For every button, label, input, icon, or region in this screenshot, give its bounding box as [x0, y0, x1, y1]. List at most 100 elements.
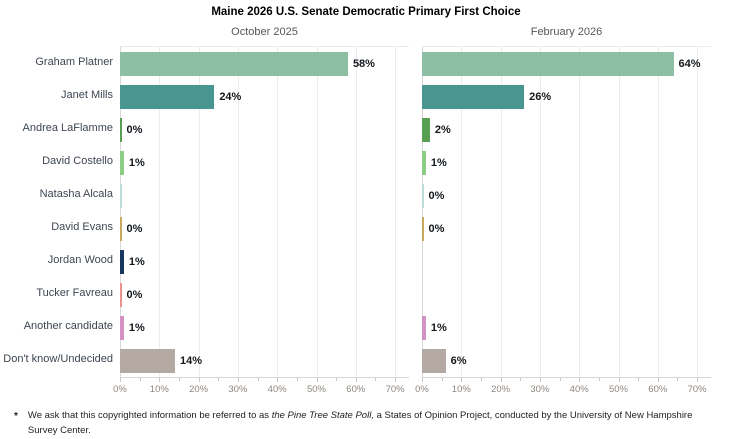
category-label-david-costello: David Costello: [42, 155, 113, 167]
axis-tick: [257, 378, 259, 381]
axis-tick: [441, 378, 443, 381]
axis-tick: [539, 378, 541, 382]
bar-row-graham-platner: 64%: [422, 47, 701, 80]
footnote-asterisk: *: [14, 411, 18, 422]
axis-tick-label: 70%: [687, 384, 707, 395]
bar-david-costello: [120, 150, 124, 175]
bar-david-evans: [120, 216, 122, 241]
bar-value-label-natasha-alcala: 0%: [428, 189, 445, 202]
bar-value-label-dont-know-undecided: 6%: [450, 354, 467, 367]
gridline: [277, 47, 279, 377]
gridline: [461, 47, 463, 377]
dual-panel-bar-chart: Graham Platner Janet Mills Andrea LaFlamme…: [0, 24, 732, 400]
bar-row-andrea-laflamme: 2%: [422, 113, 451, 146]
axis-tick-label: 50%: [306, 384, 327, 395]
axis-tick-label: 70%: [385, 384, 405, 395]
axis-tick: [336, 378, 338, 381]
axis-tick: [316, 378, 318, 382]
footnote: * We ask that this copyrighted informati…: [0, 400, 732, 438]
plot-area-february: 64% 26% 2% 1% 0% 0% 1% 6%: [422, 46, 711, 378]
bar-row-dont-know-undecided: 6%: [422, 344, 466, 377]
zero-axis-line: [120, 47, 121, 377]
category-label-graham-platner: Graham Platner: [35, 56, 113, 68]
axis-tick: [422, 378, 423, 382]
panel-october-title: October 2025: [231, 26, 298, 38]
gridline: [159, 47, 161, 377]
footnote-text-italic: the Pine Tree State Poll,: [271, 410, 374, 421]
bar-david-evans: [422, 216, 424, 241]
panel-february: February 2026 64% 26% 2% 1% 0% 0% 1% 6% 0% 10% 20…: [415, 24, 711, 400]
bar-row-another-candidate: 1%: [422, 311, 447, 344]
axis-tick: [697, 378, 699, 382]
axis-tick: [638, 378, 640, 381]
axis-tick: [520, 378, 522, 381]
bar-david-costello: [422, 150, 426, 175]
bar-row-natasha-alcala: 0%: [422, 179, 444, 212]
axis-tick-label: 30%: [228, 384, 248, 395]
bar-another-candidate: [120, 315, 124, 340]
bar-row-another-candidate: 1%: [120, 311, 145, 344]
axis-tick: [355, 378, 357, 382]
category-label-andrea-laflamme: Andrea LaFlamme: [22, 122, 114, 134]
bar-andrea-laflamme: [120, 117, 122, 142]
gridline: [237, 47, 239, 377]
axis-tick: [375, 378, 377, 381]
axis-tick: [559, 378, 561, 381]
axis-tick: [198, 378, 200, 382]
axis-tick: [159, 378, 161, 382]
bar-tucker-favreau: [120, 282, 122, 307]
bar-natasha-alcala: [422, 183, 424, 208]
gridline: [539, 47, 541, 377]
bar-value-label-david-evans: 0%: [126, 222, 143, 235]
bar-value-label-andrea-laflamme: 0%: [126, 123, 143, 136]
axis-tick-label: 50%: [608, 384, 629, 395]
bar-row-david-evans: 0%: [422, 212, 444, 245]
axis-tick: [277, 378, 279, 382]
bar-janet-mills: [422, 84, 525, 109]
panel-february-title: February 2026: [530, 26, 603, 38]
bar-row-david-costello: 1%: [422, 146, 447, 179]
category-label-david-evans: David Evans: [51, 221, 113, 233]
bar-row-andrea-laflamme: 0%: [120, 113, 142, 146]
bar-row-tucker-favreau: 0%: [120, 278, 142, 311]
axis-tick: [237, 378, 239, 382]
bar-natasha-alcala: [120, 183, 122, 208]
axis-tick-label: 0%: [415, 384, 429, 395]
plot-area-october: 58% 24% 0% 1% 0% 1% 0% 1% 14%: [120, 46, 409, 378]
footnote-text-part1: We ask that this copyrighted information…: [27, 410, 272, 421]
gridline: [198, 47, 200, 377]
gridline: [618, 47, 620, 377]
axis-tick-label: 0%: [113, 384, 127, 395]
category-labels-column: Graham Platner Janet Mills Andrea LaFlamme…: [2, 24, 120, 400]
bar-jordan-wood: [120, 249, 124, 274]
bar-value-label-graham-platner: 64%: [678, 57, 701, 70]
bar-row-david-evans: 0%: [120, 212, 142, 245]
gridline: [579, 47, 581, 377]
bar-row-janet-mills: 24%: [120, 80, 241, 113]
axis-tick: [480, 378, 482, 381]
axis-tick: [598, 378, 600, 381]
bar-another-candidate: [422, 315, 426, 340]
bar-row-dont-know-undecided: 14%: [120, 344, 202, 377]
axis-tick-label: 10%: [451, 384, 471, 395]
bar-value-label-dont-know-undecided: 14%: [180, 354, 203, 367]
axis-tick: [178, 378, 180, 381]
category-label-natasha-alcala: Natasha Alcala: [39, 188, 113, 200]
bar-janet-mills: [120, 84, 215, 109]
axis-tick: [579, 378, 581, 382]
axis-tick-label: 20%: [189, 384, 209, 395]
axis-tick-label: 10%: [149, 384, 169, 395]
bar-graham-platner: [422, 51, 674, 76]
axis-tick: [618, 378, 620, 382]
axis-tick: [461, 378, 463, 382]
gridline: [355, 47, 357, 377]
axis-tick: [218, 378, 220, 381]
bar-row-jordan-wood: 1%: [120, 245, 145, 278]
x-axis-october: 0% 10% 20% 30% 40% 50% 60% 70%: [113, 378, 409, 400]
x-axis-february: 0% 10% 20% 30% 40% 50% 60% 70%: [415, 378, 711, 400]
gridline: [316, 47, 318, 377]
bar-row-natasha-alcala: [120, 179, 122, 212]
bar-value-label-jordan-wood: 1%: [128, 255, 145, 268]
gridline: [395, 47, 397, 377]
bar-row-janet-mills: 26%: [422, 80, 551, 113]
